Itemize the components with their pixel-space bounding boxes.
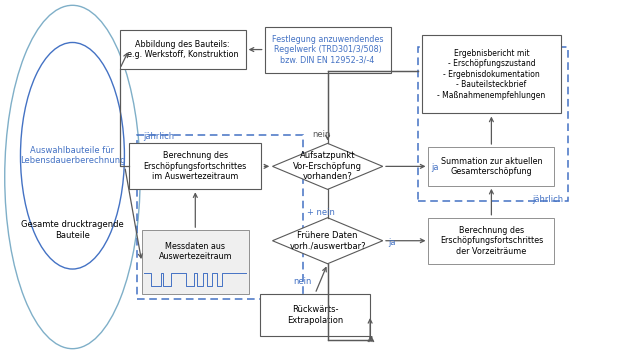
Bar xyxy=(142,230,249,294)
Ellipse shape xyxy=(5,5,140,349)
Text: Auswahlbauteile für
Lebensdauerberechnung: Auswahlbauteile für Lebensdauerberechnun… xyxy=(20,146,125,165)
Text: Gesamte drucktragende
Bauteile: Gesamte drucktragende Bauteile xyxy=(21,221,124,240)
Bar xyxy=(418,47,568,201)
Text: Frühere Daten
vorh./auswertbar?: Frühere Daten vorh./auswertbar? xyxy=(289,231,366,250)
Text: jährlich: jährlich xyxy=(144,132,175,141)
Text: ja: ja xyxy=(388,238,396,247)
Bar xyxy=(137,135,303,299)
Text: Berechnung des
Erschöpfungsfortschrittes
der Vorzeiträume: Berechnung des Erschöpfungsfortschrittes… xyxy=(440,226,543,256)
Text: + nein: + nein xyxy=(307,208,335,217)
Polygon shape xyxy=(273,143,383,189)
Text: Rückwärts-
Extrapolation: Rückwärts- Extrapolation xyxy=(287,306,343,325)
Text: jährlich: jährlich xyxy=(532,195,563,204)
Text: Festlegung anzuwendendes
Regelwerk (TRD301/3/508)
bzw. DIN EN 12952-3/-4: Festlegung anzuwendendes Regelwerk (TRD3… xyxy=(272,35,383,64)
Bar xyxy=(129,143,261,189)
Bar xyxy=(428,147,554,186)
Bar xyxy=(422,35,561,113)
Ellipse shape xyxy=(20,42,125,269)
Bar xyxy=(265,27,391,73)
Text: Aufsatzpunkt
Vor-Erschöpfung
vorhanden?: Aufsatzpunkt Vor-Erschöpfung vorhanden? xyxy=(293,152,362,181)
Text: Summation zur aktuellen
Gesamterschöpfung: Summation zur aktuellen Gesamterschöpfun… xyxy=(440,157,542,176)
Bar xyxy=(120,30,246,69)
Text: nein: nein xyxy=(293,277,312,286)
Polygon shape xyxy=(273,218,383,264)
Text: nein: nein xyxy=(312,130,331,139)
Text: ja: ja xyxy=(432,163,439,172)
Text: Messdaten aus
Auswertezeitraum: Messdaten aus Auswertezeitraum xyxy=(159,242,232,261)
Bar xyxy=(260,294,370,336)
Text: Abbildung des Bauteils:
e.g. Werkstoff, Konstruktion: Abbildung des Bauteils: e.g. Werkstoff, … xyxy=(127,40,238,59)
Text: Berechnung des
Erschöpfungsfortschrittes
im Auswertezeitraum: Berechnung des Erschöpfungsfortschrittes… xyxy=(144,152,247,181)
Bar xyxy=(428,218,554,264)
Text: Ergebnisbericht mit
- Erschöpfungszustand
- Ergebnisdokumentation
- Bauteilsteck: Ergebnisbericht mit - Erschöpfungszustan… xyxy=(437,49,546,99)
